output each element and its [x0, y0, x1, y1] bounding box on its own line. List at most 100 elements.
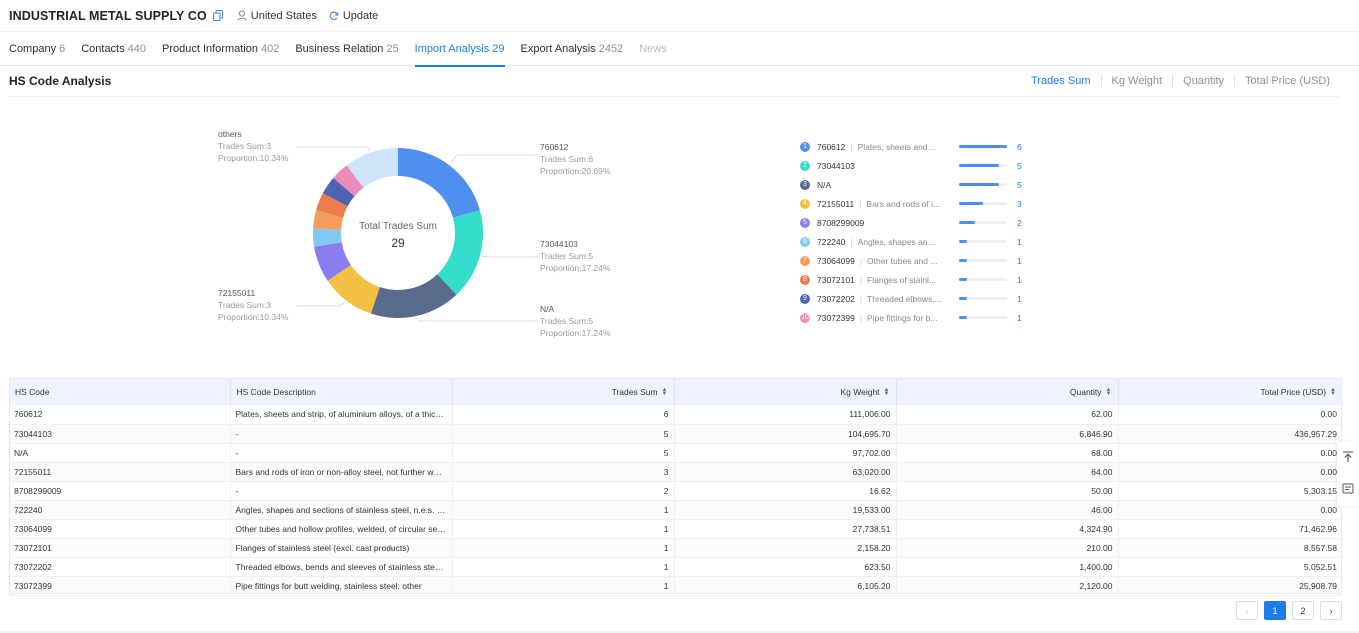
- tab-count: 402: [260, 43, 280, 55]
- rank-code: 73072101: [817, 274, 855, 285]
- next-page-button[interactable]: ›: [1320, 601, 1342, 620]
- tab-import-analysis[interactable]: Import Analysis 29: [414, 32, 505, 67]
- rank-code-box: N/A: [817, 180, 951, 190]
- ranking-item[interactable]: 4 72155011 | Bars and rods of i... 3: [800, 194, 1030, 213]
- tab-news[interactable]: News: [639, 32, 667, 66]
- donut-slice-na[interactable]: [370, 274, 457, 318]
- rank-number: 2: [800, 160, 810, 171]
- header-label: Quantity: [1069, 386, 1102, 397]
- rank-bar-fill: [959, 316, 968, 319]
- ranking-item[interactable]: 8 73072101 | Flanges of stainl... 1: [800, 270, 1030, 289]
- callout-proportion: Proportion:10.34%: [218, 153, 289, 163]
- cell-trades-sum: 2: [452, 481, 675, 501]
- donut-slice-73072101[interactable]: [316, 193, 348, 218]
- rank-description: Angles, shapes and ...: [857, 236, 938, 247]
- ranking-item[interactable]: 2 73044103 5: [800, 156, 1030, 175]
- metric-kg-weight[interactable]: Kg Weight: [1100, 75, 1173, 87]
- callout-73044103: 73044103 Trades Sum:5 Proportion:17.24%: [540, 238, 610, 274]
- callout-name: 760612: [540, 142, 569, 152]
- table-row[interactable]: 73072399 Pipe fittings for butt welding, …: [9, 576, 1342, 596]
- tab-contacts[interactable]: Contacts 440: [81, 32, 146, 66]
- ranking-item[interactable]: 9 73072202 | Threaded elbows,... 1: [800, 289, 1030, 308]
- page-2-button[interactable]: 2: [1292, 601, 1314, 620]
- col-quantity[interactable]: Quantity ▲ ▼: [896, 378, 1119, 405]
- rank-code: N/A: [817, 179, 832, 190]
- donut-slice-73064099[interactable]: [313, 210, 344, 230]
- metric-quantity[interactable]: Quantity: [1172, 75, 1234, 87]
- donut-slice-760612[interactable]: [398, 148, 480, 218]
- tab-export-analysis[interactable]: Export Analysis 2452: [521, 32, 624, 66]
- tab-label: News: [639, 43, 667, 55]
- table-row[interactable]: 760612 Plates, sheets and strip, of alumi…: [9, 405, 1342, 425]
- feedback-icon[interactable]: [1342, 483, 1354, 498]
- col-trades-sum[interactable]: Trades Sum ▲ ▼: [452, 378, 675, 405]
- location-icon: [237, 10, 247, 21]
- donut-slice-72155011[interactable]: [327, 264, 380, 314]
- table-row[interactable]: 73044103-5 104,695.70 6,846.90 436,957.29: [9, 424, 1342, 444]
- rank-bar-fill: [959, 183, 999, 186]
- cell-quantity: 64.00: [896, 462, 1119, 482]
- table-row[interactable]: 722240 Angles, shapes and sections of sta…: [9, 500, 1342, 520]
- table-row[interactable]: N/A -5 97,702.00 68.00 0.00: [9, 443, 1342, 463]
- header-label: Kg Weight: [840, 386, 880, 397]
- rank-bar-fill: [959, 278, 968, 281]
- prev-page-button[interactable]: ‹: [1236, 601, 1258, 620]
- cell-trades-sum: 1: [452, 538, 675, 558]
- donut-slice-722240[interactable]: [313, 228, 342, 247]
- page-1-button[interactable]: 1: [1264, 601, 1286, 620]
- table-row[interactable]: 8708299009-2 16.62 50.00 5,303.15: [9, 481, 1342, 501]
- donut-slice-73044103[interactable]: [437, 210, 484, 295]
- cell-quantity: 1,400.00: [896, 557, 1119, 577]
- callout-proportion: Proportion:10.34%: [218, 312, 289, 322]
- rank-code: 8708299009: [817, 217, 865, 228]
- donut-slice-others[interactable]: [346, 148, 398, 188]
- sort-icon[interactable]: ▲ ▼: [661, 387, 668, 398]
- copy-icon[interactable]: [212, 10, 223, 21]
- col-kg-weight[interactable]: Kg Weight ▲ ▼: [674, 378, 897, 405]
- ranking-item[interactable]: 10 73072399 | Pipe fittings for b... 1: [800, 308, 1030, 327]
- table-row[interactable]: 73072101 Flanges of stainless steel (excl…: [9, 538, 1342, 558]
- donut-slice-73072202[interactable]: [322, 177, 355, 207]
- tab-business-relation[interactable]: Business Relation 25: [295, 32, 398, 66]
- callout-name: 72155011: [218, 288, 256, 298]
- ranking-item[interactable]: 1 760612 | Plates, sheets and s... 6: [800, 137, 1030, 156]
- update-button[interactable]: Update: [329, 10, 378, 22]
- tab-label: Company: [9, 43, 57, 55]
- rank-code-box: 73064099 | Other tubes and ...: [817, 256, 951, 266]
- ranking-item[interactable]: 7 73064099 | Other tubes and ... 1: [800, 251, 1030, 270]
- ranking-item[interactable]: 5 8708299009 2: [800, 213, 1030, 232]
- donut-slice-8708299009[interactable]: [314, 242, 351, 281]
- sort-icon[interactable]: ▲ ▼: [1330, 387, 1336, 398]
- sort-icon[interactable]: ▲ ▼: [883, 387, 890, 398]
- rank-number: 8: [800, 274, 810, 285]
- metric-trades-sum[interactable]: Trades Sum: [1030, 75, 1091, 87]
- page-bottom-border: [0, 631, 1359, 633]
- metric-total-price[interactable]: Total Price (USD): [1234, 75, 1340, 87]
- table-row[interactable]: 73064099 Other tubes and hollow profiles,…: [9, 519, 1342, 539]
- rank-code-box: 73072202 | Threaded elbows,...: [817, 294, 951, 304]
- tab-label: Business Relation: [295, 43, 384, 55]
- cell-quantity: 62.00: [896, 405, 1119, 425]
- ranking-item[interactable]: 6 722240 | Angles, shapes and ... 1: [800, 232, 1030, 251]
- rank-value: 1: [1017, 293, 1022, 304]
- col-total-price[interactable]: Total Price (USD) ▲ ▼: [1118, 378, 1342, 405]
- callout-72155011: 72155011 Trades Sum:3 Proportion:10.34%: [218, 287, 288, 323]
- hs-code-table: HS Code HS Code Description Trades Sum ▲ ▼…: [9, 378, 1342, 596]
- table-row[interactable]: 73072202 Threaded elbows, bends and sleev…: [9, 557, 1342, 577]
- donut-slice-73072399[interactable]: [333, 165, 364, 197]
- cell-total-price: 25,908.79: [1118, 576, 1342, 596]
- tab-company[interactable]: Company 6: [9, 32, 65, 66]
- rank-bar-fill: [959, 221, 975, 224]
- sort-icon[interactable]: ▲ ▼: [1105, 387, 1112, 398]
- table-row[interactable]: 72155011 Bars and rods of iron or non-all…: [9, 462, 1342, 482]
- ranking-item[interactable]: 3 N/A 5: [800, 175, 1030, 194]
- section-title: HS Code Analysis: [9, 74, 112, 88]
- rank-bar: [959, 202, 1007, 205]
- cell-hs-code: 760612: [9, 405, 231, 425]
- rank-bar: [959, 240, 1007, 243]
- tab-product-information[interactable]: Product Information 402: [162, 32, 279, 66]
- rank-separator: |: [850, 236, 853, 247]
- rank-code-box: 8708299009: [817, 218, 951, 228]
- back-to-top-icon[interactable]: [1342, 450, 1354, 466]
- header-label: HS Code Description: [236, 386, 316, 397]
